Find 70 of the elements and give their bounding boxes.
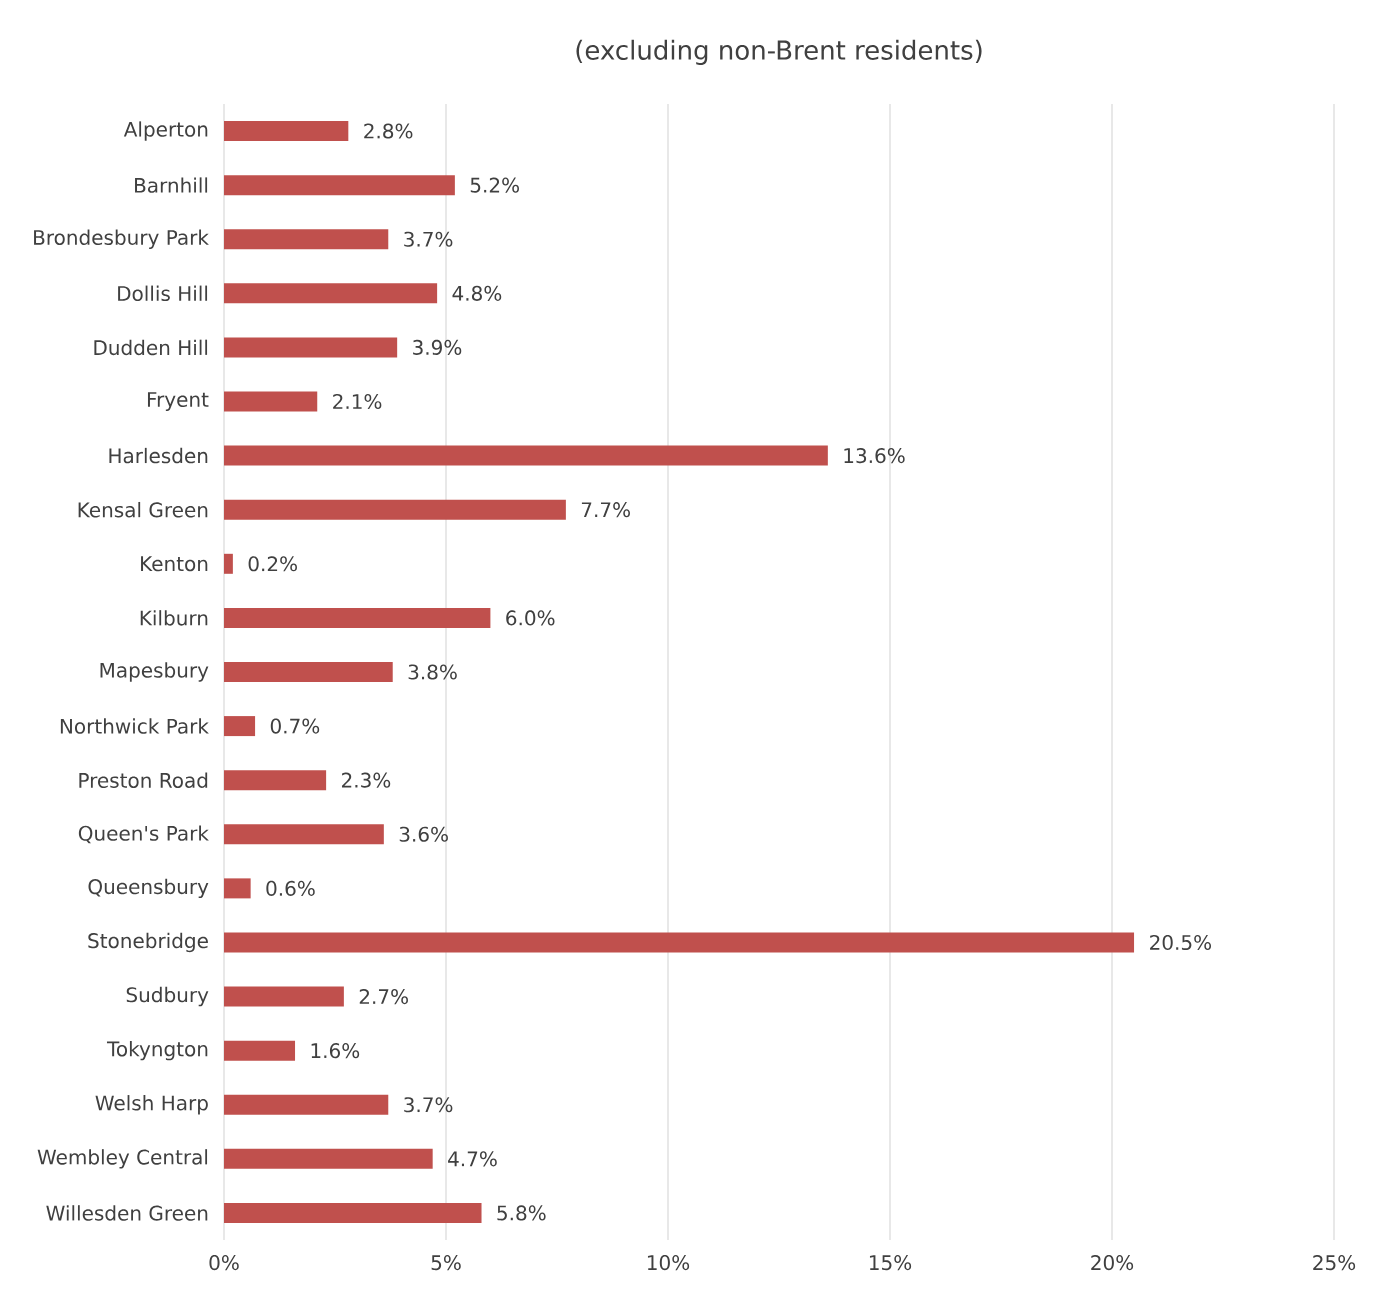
data-label: 2.1% <box>333 393 382 410</box>
y-tick-label: Preston Road <box>79 772 208 788</box>
bar <box>224 607 491 628</box>
y-tick-label: Kenton <box>141 556 208 572</box>
bar <box>224 121 349 142</box>
y-tick-label: Northwick Park <box>60 718 209 734</box>
bar <box>224 391 318 412</box>
data-label: 3.9% <box>413 339 462 355</box>
y-tick-label: Kilburn <box>140 610 208 626</box>
data-label: 0.6% <box>266 880 315 896</box>
x-tick-label: 5% <box>431 1255 461 1271</box>
y-tick-label: Kensal Green <box>78 501 208 518</box>
y-tick-label: Wembley Central <box>37 1149 208 1169</box>
bar <box>224 770 327 791</box>
data-label: 3.6% <box>399 826 448 842</box>
x-tick-label: 10% <box>647 1255 690 1271</box>
y-tick-label: Stonebridge <box>88 932 208 953</box>
bar <box>224 716 256 737</box>
bar <box>224 229 389 250</box>
bar <box>224 499 566 520</box>
y-tick-label: Alperton <box>123 121 208 141</box>
y-tick-label: Barnhill <box>135 177 208 193</box>
y-tick-label: Willesden Green <box>46 1205 208 1221</box>
data-label: 20.5% <box>1150 934 1212 951</box>
y-tick-label: Tokyngton <box>106 1040 208 1061</box>
bar <box>224 662 393 682</box>
bar <box>224 1040 296 1061</box>
data-label: 7.7% <box>581 502 630 518</box>
y-tick-label: Queensbury <box>88 878 209 899</box>
data-label: 2.3% <box>342 772 391 788</box>
bar <box>224 878 251 899</box>
chart-title: (excluding non-Brent residents) <box>576 39 982 65</box>
data-label: 4.8% <box>452 285 502 301</box>
y-tick-label: Fryent <box>147 392 209 411</box>
data-label: 2.7% <box>359 988 408 1005</box>
bar <box>224 553 233 574</box>
data-label: 0.7% <box>270 718 320 734</box>
x-tick-label: 15% <box>869 1255 912 1271</box>
y-tick-label: Dollis Hill <box>118 285 208 302</box>
bar <box>224 1148 433 1169</box>
x-tick-label: 25% <box>1313 1255 1356 1271</box>
y-tick-label: Sudbury <box>126 986 209 1007</box>
bar <box>224 1202 482 1223</box>
y-tick-label: Brondesbury Park <box>34 229 209 249</box>
bar <box>224 1094 389 1115</box>
y-tick-label: Mapesbury <box>100 662 209 682</box>
bar <box>224 932 1135 953</box>
data-label: 3.7% <box>404 231 453 247</box>
y-tick-label: Harlesden <box>109 447 208 464</box>
data-label: 1.6% <box>311 1043 360 1059</box>
data-label: 2.8% <box>364 123 413 139</box>
bar <box>224 337 398 358</box>
x-tick-label: 0% <box>209 1255 239 1271</box>
data-label: 13.6% <box>844 448 905 464</box>
x-tick-label: 20% <box>1091 1255 1134 1271</box>
data-label: 5.8% <box>497 1205 546 1221</box>
bar <box>224 445 828 466</box>
y-tick-label: Queen's Park <box>78 825 209 844</box>
data-label: 3.8% <box>408 664 457 680</box>
data-label: 6.0% <box>506 610 555 626</box>
bar <box>224 986 344 1007</box>
data-label: 4.7% <box>448 1151 497 1167</box>
bar <box>224 283 438 304</box>
y-tick-label: Dudden Hill <box>94 339 208 356</box>
data-label: 5.2% <box>470 177 519 193</box>
bar <box>224 175 455 196</box>
bar <box>224 824 384 845</box>
data-label: 3.7% <box>404 1097 453 1113</box>
y-tick-label: Welsh Harp <box>95 1095 208 1115</box>
data-label: 0.2% <box>248 556 297 572</box>
